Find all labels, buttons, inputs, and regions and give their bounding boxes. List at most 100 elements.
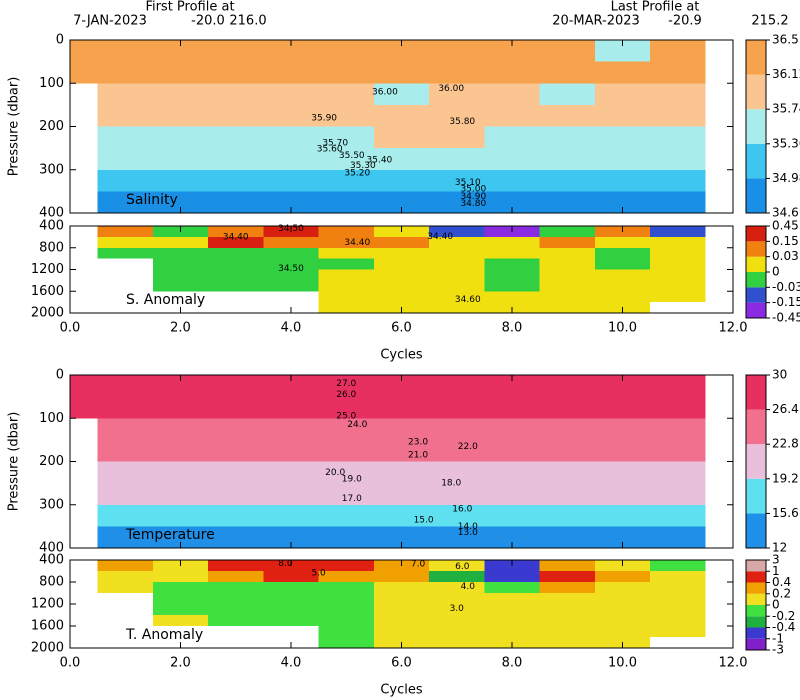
heat-cell (484, 439, 540, 462)
heat-cell (97, 461, 153, 484)
heat-cell (650, 604, 706, 615)
heat-cell (152, 247, 209, 259)
first-title: First Profile at (145, 0, 234, 15)
heat-cell (152, 504, 209, 527)
contour-label: 16.0 (452, 505, 472, 515)
heat-cell (484, 615, 540, 626)
heat-cell (484, 83, 540, 105)
colorbar-swatch (746, 571, 766, 583)
heat-cell (263, 504, 319, 527)
heat-cell (208, 604, 264, 615)
x-tick-label: 6.0 (391, 656, 412, 671)
y-tick-label: 0 (56, 33, 64, 48)
heat-cell (594, 396, 651, 419)
contour-label: 35.60 (317, 144, 343, 154)
heat-cell (594, 126, 651, 149)
colorbar-swatch (746, 143, 766, 179)
contour-label: 22.0 (458, 442, 478, 452)
colorbar-swatch (746, 226, 766, 242)
heat-cell (539, 604, 595, 615)
heat-cell (97, 526, 153, 548)
panel-label: T. Anomaly (125, 627, 203, 643)
heat-cell (318, 637, 374, 648)
heat-cell (318, 269, 374, 281)
y-tick-label: 1600 (31, 284, 64, 299)
heat-cell (97, 560, 153, 571)
heat-cell (152, 258, 209, 270)
colorbar-label: 35.36 (772, 136, 800, 150)
heat-cell (650, 593, 706, 604)
heat-cell (152, 269, 209, 281)
heat-cell (539, 526, 595, 548)
heat-cell (97, 148, 153, 170)
colorbar-label: 3 (772, 553, 780, 567)
heat-cell (429, 226, 485, 237)
contour-label: 15.0 (414, 515, 434, 525)
contour-label: 21.0 (408, 451, 428, 461)
colorbar-label: 26.4 (772, 402, 799, 416)
heat-cell (152, 40, 209, 62)
first-lat: -20.0 (191, 14, 225, 29)
heat-cell (484, 461, 540, 484)
heat-cell (650, 169, 706, 192)
last-lon: 215.2 (751, 14, 788, 29)
heat-cell (484, 418, 540, 440)
heat-cell (152, 418, 209, 440)
heat-cell (70, 396, 98, 419)
heat-cell (594, 418, 651, 440)
x-tick-label: 6.0 (391, 321, 412, 336)
heatmap (70, 375, 706, 548)
heat-cell (484, 626, 540, 637)
heat-cell (208, 560, 264, 571)
heat-cell (318, 439, 374, 462)
heat-cell (484, 258, 540, 270)
contour-label: 34.40 (427, 232, 453, 242)
last-date: 20-MAR-2023 (552, 14, 640, 29)
first-lon: 216.0 (229, 14, 266, 29)
heat-cell (539, 40, 595, 62)
colorbar-frame (745, 374, 767, 549)
heat-cell (429, 280, 485, 292)
heat-cell (594, 40, 651, 62)
heat-cell (152, 526, 209, 548)
colorbar-label: 36.12 (772, 67, 800, 81)
colorbar-label: 0.45 (772, 219, 799, 233)
heat-cell (263, 148, 319, 170)
heat-cell (263, 104, 319, 127)
x-tick-label: 12.0 (719, 321, 748, 336)
heat-cell (97, 582, 153, 593)
heat-cell (263, 593, 319, 604)
contour-label: 35.80 (449, 117, 475, 127)
heat-cell (650, 504, 706, 527)
x-tick-label: 4.0 (281, 656, 302, 671)
contour-label: 35.30 (350, 161, 376, 171)
heat-cell (373, 148, 430, 170)
y-tick-label: 300 (39, 497, 64, 512)
heat-cell (594, 104, 651, 127)
contour-label: 34.50 (278, 264, 304, 274)
heat-cell (650, 269, 706, 281)
x-tick-label: 8.0 (502, 656, 523, 671)
heat-cell (539, 582, 595, 593)
heat-cell (97, 571, 153, 582)
y-tick-label: 800 (39, 240, 64, 255)
heat-cell (484, 104, 540, 127)
colorbar-label: 36.5 (772, 33, 799, 47)
x-axis-label: Cycles (380, 348, 423, 363)
heat-cell (97, 169, 153, 192)
heat-cell (263, 439, 319, 462)
heat-cell (318, 526, 374, 548)
heat-cell (318, 483, 374, 505)
contour-label: 36.00 (372, 87, 398, 97)
heat-cell (594, 593, 651, 604)
heat-cell (650, 148, 706, 170)
heat-cell (97, 483, 153, 505)
colorbar-label: 0.15 (772, 234, 799, 248)
heat-cell (539, 418, 595, 440)
heat-cell (650, 104, 706, 127)
heat-cell (318, 375, 374, 397)
contour-label: 35.40 (367, 155, 393, 165)
heat-cell (208, 615, 264, 626)
heat-cell (373, 40, 430, 62)
heat-cell (539, 247, 595, 259)
